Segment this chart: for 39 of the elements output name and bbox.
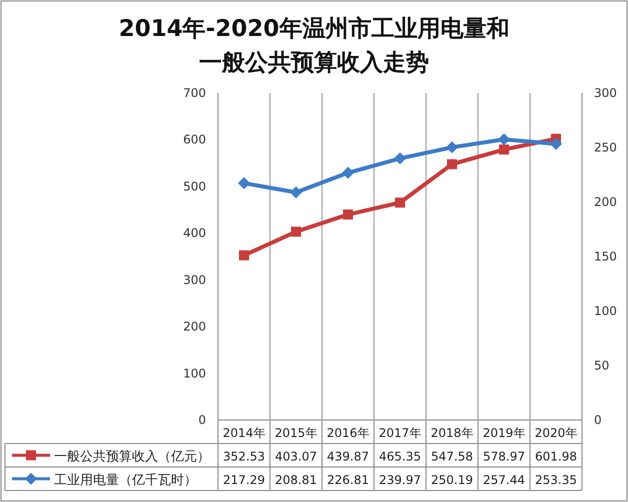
x-tick-label: 2017年 — [378, 426, 422, 440]
y2-tick-label: 100 — [594, 304, 617, 318]
y-tick-label: 500 — [183, 179, 206, 194]
data-label: 465.35 — [379, 449, 421, 464]
data-label: 547.58 — [431, 449, 473, 464]
data-label: 253.35 — [535, 472, 577, 487]
y2-tick-label: 300 — [594, 86, 617, 100]
data-label: 352.53 — [223, 449, 265, 464]
legend-label: 一般公共预算收入（亿元） — [54, 449, 210, 464]
x-tick-label: 2016年 — [326, 426, 370, 440]
data-label: 578.97 — [483, 449, 525, 464]
x-tick-label: 2020年 — [534, 426, 578, 440]
y-tick-label: 300 — [183, 272, 206, 287]
y2-tick-label: 200 — [594, 195, 617, 209]
y-tick-label: 400 — [183, 226, 206, 240]
y2-tick-label: 250 — [594, 140, 617, 154]
data-label: 403.07 — [275, 449, 317, 464]
legend-label: 工业用电量（亿千瓦时） — [54, 472, 197, 488]
y2-tick-label: 0 — [594, 413, 602, 427]
data-label: 439.87 — [327, 449, 369, 464]
data-label: 239.97 — [379, 472, 421, 487]
x-tick-label: 2019年 — [482, 426, 526, 440]
x-tick-label: 2014年 — [222, 426, 266, 440]
y-tick-label: 0 — [198, 413, 206, 427]
y-tick-label: 100 — [183, 366, 206, 380]
x-tick-label: 2015年 — [274, 426, 318, 440]
data-label: 250.19 — [431, 472, 473, 487]
y2-tick-label: 150 — [594, 250, 617, 264]
y-tick-label: 700 — [183, 86, 206, 100]
y-tick-label: 600 — [183, 132, 206, 147]
data-label: 226.81 — [327, 472, 369, 487]
x-tick-label: 2018年 — [430, 426, 474, 440]
data-label: 217.29 — [223, 472, 265, 487]
y2-tick-label: 50 — [594, 358, 610, 372]
data-label: 208.81 — [275, 472, 317, 487]
data-label: 601.98 — [535, 449, 577, 464]
chart-title: 2014年-2020年温州市工业用电量和一般公共预算收入走势 — [118, 15, 510, 78]
data-label: 257.44 — [483, 472, 525, 487]
y-tick-label: 200 — [183, 320, 206, 334]
